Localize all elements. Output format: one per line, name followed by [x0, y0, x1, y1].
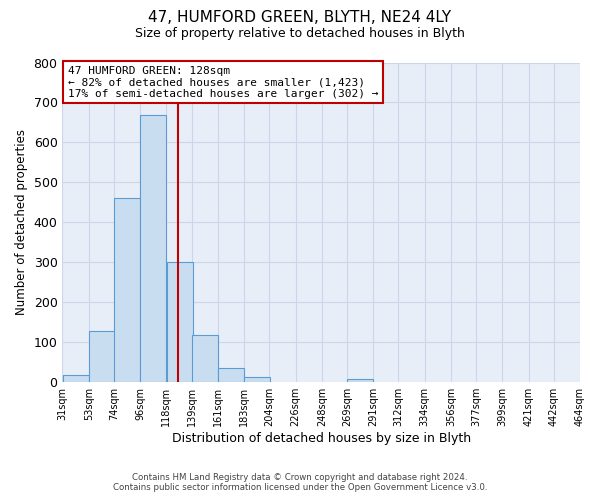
Y-axis label: Number of detached properties: Number of detached properties: [15, 130, 28, 316]
Bar: [191, 335, 218, 382]
Bar: [244, 376, 270, 382]
Bar: [114, 198, 140, 382]
X-axis label: Distribution of detached houses by size in Blyth: Distribution of detached houses by size …: [172, 432, 471, 445]
Text: 47, HUMFORD GREEN, BLYTH, NE24 4LY: 47, HUMFORD GREEN, BLYTH, NE24 4LY: [148, 10, 452, 25]
Text: Size of property relative to detached houses in Blyth: Size of property relative to detached ho…: [135, 28, 465, 40]
Bar: [347, 379, 373, 382]
Bar: [167, 262, 193, 382]
Text: 47 HUMFORD GREEN: 128sqm
← 82% of detached houses are smaller (1,423)
17% of sem: 47 HUMFORD GREEN: 128sqm ← 82% of detach…: [68, 66, 378, 99]
Text: Contains HM Land Registry data © Crown copyright and database right 2024.
Contai: Contains HM Land Registry data © Crown c…: [113, 473, 487, 492]
Bar: [89, 331, 115, 382]
Bar: [62, 375, 89, 382]
Bar: [218, 368, 244, 382]
Bar: [140, 116, 166, 382]
